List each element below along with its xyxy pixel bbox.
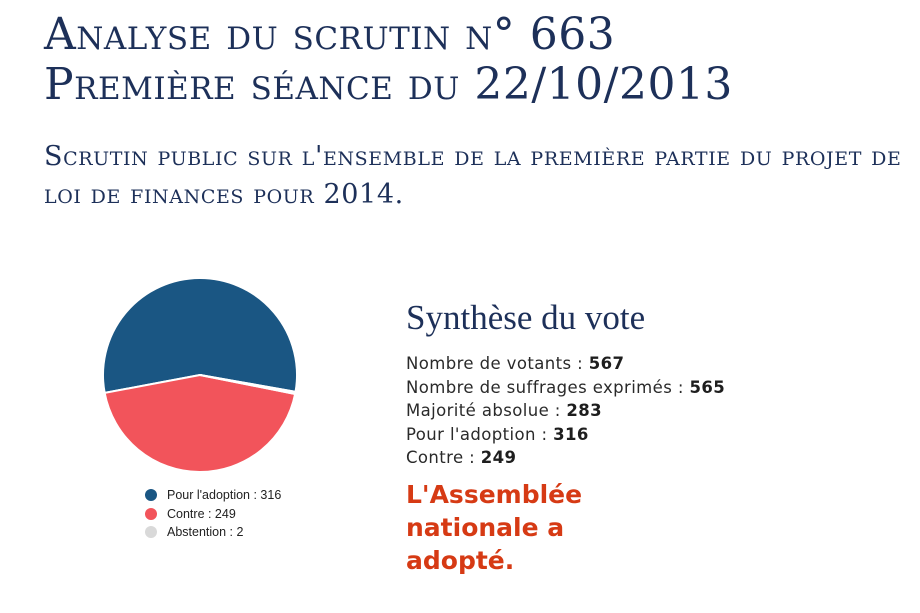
- stat-contre: Contre : 249: [406, 446, 736, 470]
- legend-swatch-1: [145, 507, 157, 520]
- legend-label-1: Contre : 249: [167, 506, 236, 521]
- stat-exprimes-value: 565: [689, 377, 726, 397]
- vote-summary: Synthèse du vote Nombre de votants : 567…: [406, 296, 736, 577]
- title-line-seance: Première séance du 22/10/2013: [44, 59, 733, 110]
- stat-votants: Nombre de votants : 567: [406, 352, 736, 376]
- pie-slice-1: [103, 373, 297, 473]
- legend-item-2: Abstention : 2: [145, 523, 281, 542]
- legend-item-1: Contre : 249: [145, 505, 281, 524]
- vote-result: L'Assemblée nationale a adopté.: [406, 479, 583, 575]
- stat-majorite-label: Majorité absolue :: [406, 401, 567, 420]
- page-title: Analyse du scrutin n° 663 Première séanc…: [44, 10, 733, 110]
- stat-votants-value: 567: [588, 354, 625, 373]
- legend-label-2: Abstention : 2: [167, 525, 244, 540]
- summary-title: Synthèse du vote: [406, 298, 646, 337]
- legend-swatch-2: [145, 526, 157, 539]
- pie-slice-0: [102, 276, 299, 395]
- stat-contre-label: Contre :: [406, 448, 481, 467]
- stat-exprimes-label: Nombre de suffrages exprimés :: [406, 377, 690, 397]
- stat-pour: Pour l'adoption : 316: [406, 423, 736, 447]
- pie-slice-2: [199, 374, 297, 396]
- stat-votants-label: Nombre de votants :: [406, 354, 589, 373]
- chart-legend: Pour l'adoption : 316 Contre : 249 Abstent…: [145, 486, 281, 542]
- stat-contre-value: 249: [480, 448, 517, 467]
- title-line-scrutin: Analyse du scrutin n° 663: [44, 9, 616, 60]
- stat-exprimes: Nombre de suffrages exprimés : 565: [406, 376, 736, 400]
- legend-label-0: Pour l'adoption : 316: [167, 488, 282, 503]
- vote-pie-chart: [102, 276, 299, 473]
- stat-pour-label: Pour l'adoption :: [406, 424, 554, 444]
- stat-majorite-value: 283: [566, 401, 603, 420]
- scrutin-subtitle: Scrutin public sur l'ensemble de la prem…: [44, 141, 902, 210]
- summary-stats: Nombre de votants : 567 Nombre de suffra…: [406, 352, 736, 470]
- stat-majorite: Majorité absolue : 283: [406, 399, 736, 423]
- legend-item-0: Pour l'adoption : 316: [145, 486, 281, 505]
- stat-pour-value: 316: [553, 424, 589, 444]
- legend-swatch-0: [145, 489, 157, 502]
